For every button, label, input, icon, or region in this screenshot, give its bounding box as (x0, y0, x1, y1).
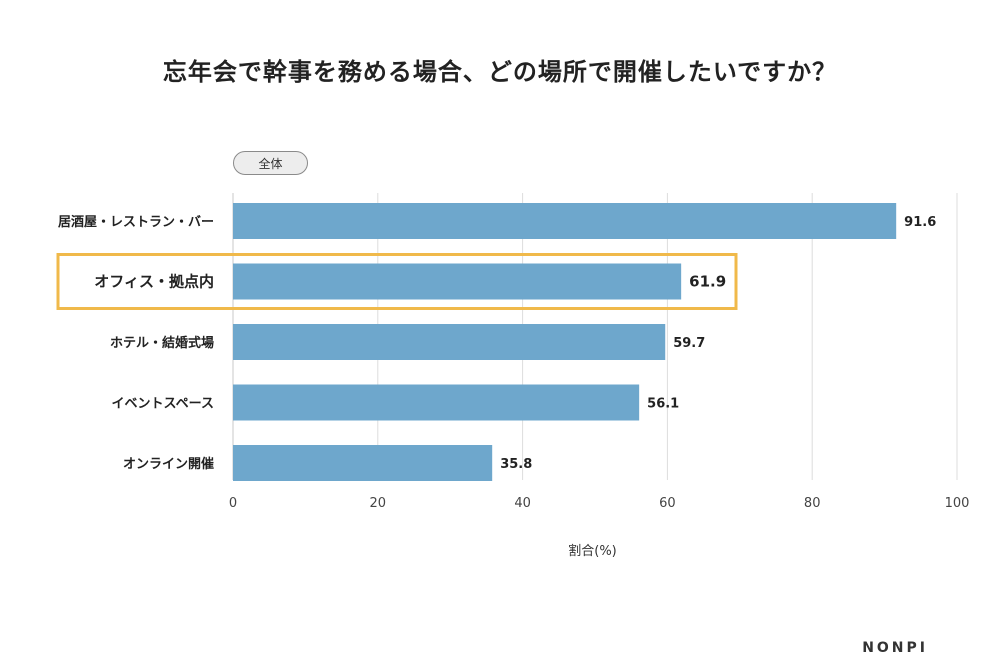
x-tick-label: 0 (229, 496, 237, 511)
x-tick-label: 60 (659, 496, 676, 511)
bar (233, 324, 666, 360)
value-label: 91.6 (904, 215, 936, 230)
segment-tab-all[interactable]: 全体 (233, 151, 308, 175)
bar (233, 445, 493, 481)
value-label: 56.1 (647, 397, 679, 412)
x-tick-label: 20 (370, 496, 387, 511)
category-label: ホテル・結婚式場 (110, 335, 214, 351)
category-label: オンライン開催 (123, 456, 214, 472)
brand-logo: NONPI (862, 640, 928, 656)
x-tick-label: 100 (945, 496, 970, 511)
x-tick-label: 80 (804, 496, 821, 511)
category-label: オフィス・拠点内 (94, 273, 214, 291)
value-label: 35.8 (500, 457, 532, 472)
highlight-box (56, 253, 738, 310)
category-label: 居酒屋・レストラン・バー (58, 215, 214, 230)
bar (233, 384, 640, 421)
chart-title: 忘年会で幹事を務める場合、どの場所で開催したいですか？ (162, 58, 838, 86)
x-tick-label: 40 (514, 496, 531, 511)
value-label: 61.9 (689, 273, 726, 291)
category-label: イベントスペース (112, 397, 214, 412)
bar (233, 203, 897, 239)
bar (233, 263, 682, 300)
value-label: 59.7 (673, 336, 705, 351)
x-axis-label: 割合(%) (568, 544, 617, 559)
